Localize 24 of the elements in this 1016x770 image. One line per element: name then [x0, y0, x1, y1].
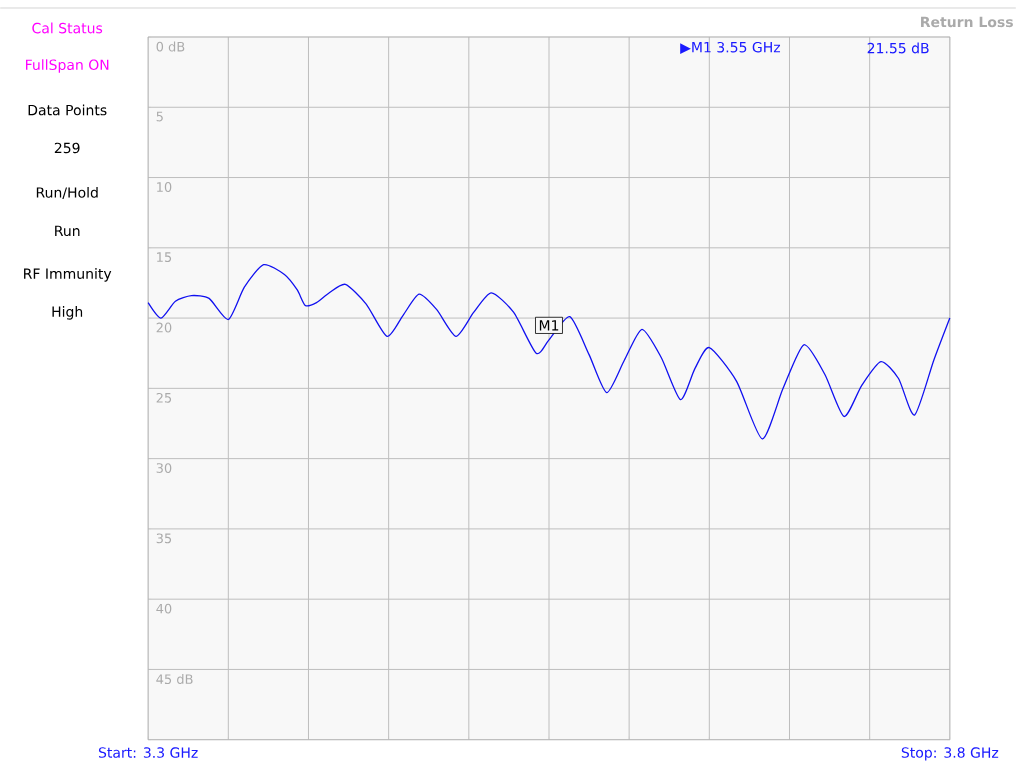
- y-tick-label: 20: [156, 322, 172, 333]
- x-tick-label: Start: 3.3 GHz: [98, 747, 198, 758]
- text: Cal Status: [32, 22, 103, 34]
- y-tick-label: 0 dB: [156, 41, 185, 52]
- text: Run/Hold: [36, 187, 98, 200]
- annotation: M1: [539, 320, 559, 331]
- text: High: [52, 306, 83, 320]
- y-tick-label: 30: [156, 463, 172, 474]
- annotation: ▶M1 3.55 GHz: [680, 42, 781, 55]
- y-tick-label: 35: [156, 533, 172, 544]
- y-tick-label: 10: [157, 182, 172, 193]
- y-tick-label: 15: [157, 252, 172, 263]
- text: RF Immunity: [24, 268, 112, 282]
- text: 259: [54, 142, 80, 154]
- y-tick-label: 5: [156, 111, 163, 122]
- text: Data Points: [28, 104, 107, 116]
- x-tick-label: Stop: 3.8 GHz: [901, 747, 999, 761]
- text: FullSpan ON: [26, 59, 109, 73]
- y-tick-label: 45 dB: [156, 674, 193, 685]
- y-tick-label: 40: [156, 603, 172, 614]
- chart-title: Return Loss: [921, 16, 1013, 28]
- y-tick-label: 25: [156, 393, 172, 403]
- text: Run: [55, 225, 80, 237]
- annotation: 21.55 dB: [867, 42, 929, 54]
